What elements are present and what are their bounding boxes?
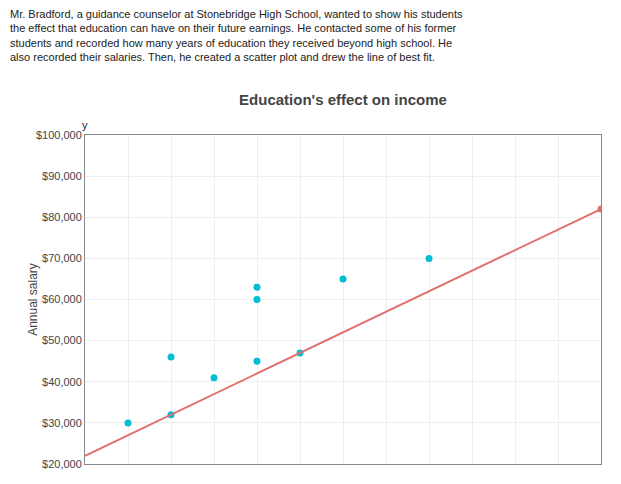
svg-text:y: y — [82, 119, 88, 131]
svg-text:$60,000: $60,000 — [42, 293, 82, 305]
svg-text:$40,000: $40,000 — [42, 376, 82, 388]
svg-text:Education's effect on income: Education's effect on income — [239, 91, 447, 108]
svg-text:$30,000: $30,000 — [42, 417, 82, 429]
svg-text:$50,000: $50,000 — [42, 334, 82, 346]
svg-text:$70,000: $70,000 — [42, 252, 82, 264]
svg-text:Mr. Bradford, a guidance couns: Mr. Bradford, a guidance counselor at St… — [10, 8, 463, 63]
svg-text:Annual salary: Annual salary — [26, 263, 40, 336]
svg-text:$90,000: $90,000 — [42, 170, 82, 182]
svg-text:$20,000: $20,000 — [42, 458, 82, 470]
svg-text:$100,000: $100,000 — [36, 129, 82, 141]
svg-text:$80,000: $80,000 — [42, 211, 82, 223]
